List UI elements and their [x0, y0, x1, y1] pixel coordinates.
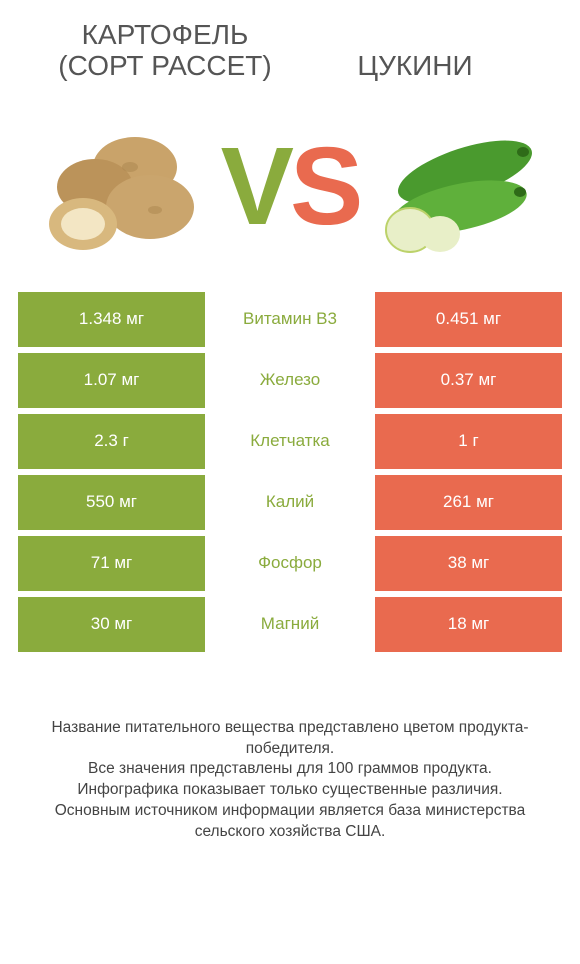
nutrient-label: Клетчатка	[205, 414, 375, 469]
title-right: ЦУКИНИ	[290, 51, 540, 82]
value-left: 1.348 мг	[18, 292, 205, 347]
value-right: 261 мг	[375, 475, 562, 530]
footer-line-1: Название питательного вещества представл…	[24, 718, 556, 760]
table-row: 30 мгМагний18 мг	[18, 597, 562, 652]
table-row: 2.3 гКлетчатка1 г	[18, 414, 562, 469]
vs-label: VS	[221, 132, 360, 242]
nutrient-label: Фосфор	[205, 536, 375, 591]
vs-s: S	[290, 125, 359, 248]
table-row: 1.07 мгЖелезо0.37 мг	[18, 353, 562, 408]
title-left: КАРТОФЕЛЬ (СОРТ РАССЕТ)	[40, 20, 290, 82]
value-right: 0.451 мг	[375, 292, 562, 347]
potato-image	[30, 112, 211, 262]
footer-line-4: Основным источником информации является …	[24, 801, 556, 843]
value-left: 30 мг	[18, 597, 205, 652]
table-row: 550 мгКалий261 мг	[18, 475, 562, 530]
nutrient-label: Витамин B3	[205, 292, 375, 347]
footer-line-2: Все значения представлены для 100 граммо…	[24, 759, 556, 780]
value-left: 550 мг	[18, 475, 205, 530]
footer-line-3: Инфографика показывает только существенн…	[24, 780, 556, 801]
value-right: 0.37 мг	[375, 353, 562, 408]
value-left: 1.07 мг	[18, 353, 205, 408]
value-left: 71 мг	[18, 536, 205, 591]
value-right: 18 мг	[375, 597, 562, 652]
value-right: 1 г	[375, 414, 562, 469]
zucchini-image	[369, 112, 550, 262]
table-row: 71 мгФосфор38 мг	[18, 536, 562, 591]
table-row: 1.348 мгВитамин B30.451 мг	[18, 292, 562, 347]
nutrient-label: Магний	[205, 597, 375, 652]
comparison-infographic: КАРТОФЕЛЬ (СОРТ РАССЕТ) ЦУКИНИ VS	[0, 0, 580, 964]
hero-row: VS	[0, 92, 580, 292]
vs-v: V	[221, 125, 290, 248]
comparison-table: 1.348 мгВитамин B30.451 мг 1.07 мгЖелезо0…	[0, 292, 580, 658]
footer-notes: Название питательного вещества представл…	[0, 658, 580, 864]
nutrient-label: Железо	[205, 353, 375, 408]
value-left: 2.3 г	[18, 414, 205, 469]
nutrient-label: Калий	[205, 475, 375, 530]
header: КАРТОФЕЛЬ (СОРТ РАССЕТ) ЦУКИНИ	[0, 0, 580, 92]
value-right: 38 мг	[375, 536, 562, 591]
